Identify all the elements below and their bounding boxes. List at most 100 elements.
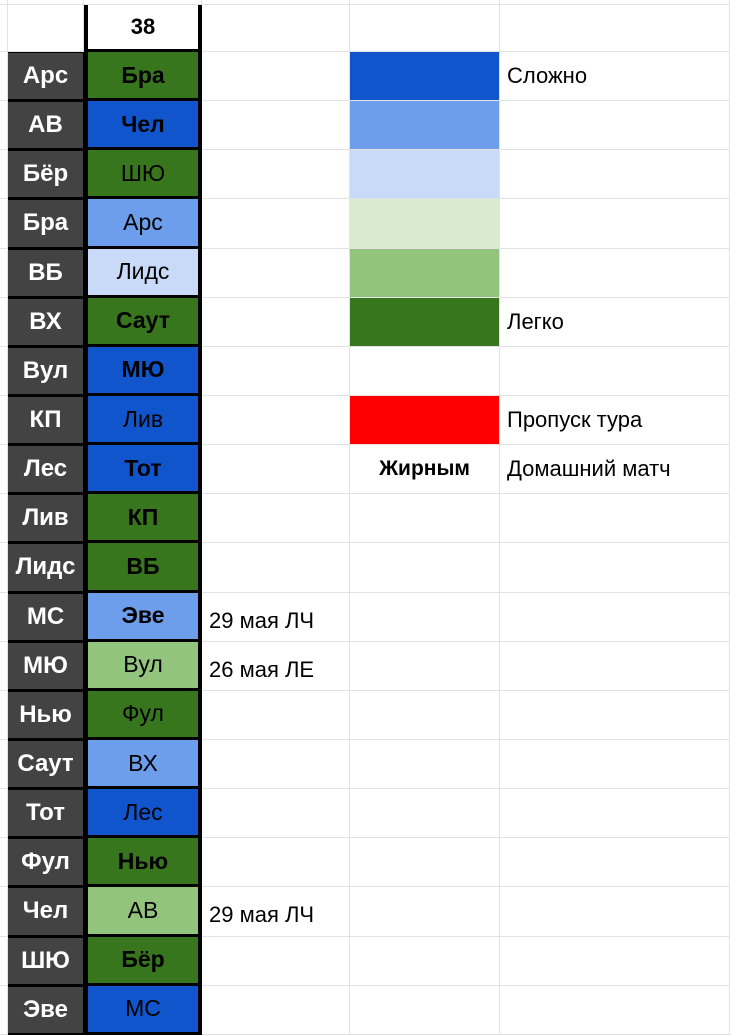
opponent-cell[interactable]: Бёр bbox=[84, 936, 202, 986]
grid-cell[interactable] bbox=[350, 838, 500, 888]
grid-cell[interactable] bbox=[0, 5, 8, 52]
grid-cell[interactable] bbox=[8, 5, 84, 52]
opponent-cell[interactable]: ШЮ bbox=[84, 150, 202, 200]
legend-color-swatch[interactable] bbox=[350, 52, 500, 102]
team-cell[interactable]: Бёр bbox=[8, 150, 84, 200]
grid-cell[interactable] bbox=[8, 0, 84, 5]
grid-cell[interactable] bbox=[500, 739, 730, 790]
team-cell[interactable]: Саут bbox=[8, 739, 84, 790]
grid-cell[interactable] bbox=[0, 445, 8, 495]
opponent-cell[interactable]: Лидс bbox=[84, 248, 202, 298]
note-cell[interactable] bbox=[202, 985, 350, 1035]
opponent-cell[interactable]: Фул bbox=[84, 690, 202, 740]
grid-cell[interactable] bbox=[0, 52, 8, 102]
grid-cell[interactable] bbox=[350, 346, 500, 396]
opponent-cell[interactable]: МС bbox=[84, 985, 202, 1035]
note-cell[interactable] bbox=[202, 248, 350, 298]
team-cell[interactable]: ВБ bbox=[8, 248, 84, 298]
note-cell[interactable] bbox=[202, 739, 350, 790]
grid-cell[interactable] bbox=[84, 0, 202, 5]
grid-cell[interactable] bbox=[0, 0, 8, 5]
opponent-cell[interactable]: АВ bbox=[84, 887, 202, 937]
legend-color-swatch[interactable] bbox=[350, 248, 500, 298]
legend-color-swatch[interactable] bbox=[350, 150, 500, 200]
grid-cell[interactable] bbox=[500, 5, 730, 52]
opponent-cell[interactable]: Лив bbox=[84, 395, 202, 446]
grid-cell[interactable] bbox=[0, 494, 8, 544]
team-cell[interactable]: ШЮ bbox=[8, 936, 84, 986]
team-cell[interactable]: Лес bbox=[8, 445, 84, 495]
grid-cell[interactable] bbox=[350, 789, 500, 839]
team-cell[interactable]: Нью bbox=[8, 690, 84, 740]
grid-cell[interactable] bbox=[0, 150, 8, 200]
team-cell[interactable]: Бра bbox=[8, 199, 84, 249]
grid-cell[interactable] bbox=[350, 936, 500, 986]
grid-cell[interactable] bbox=[202, 5, 350, 52]
grid-cell[interactable] bbox=[500, 592, 730, 642]
legend-label[interactable] bbox=[500, 248, 730, 298]
note-cell[interactable] bbox=[202, 543, 350, 593]
grid-cell[interactable] bbox=[350, 887, 500, 937]
note-cell[interactable] bbox=[202, 690, 350, 740]
legend-label[interactable]: Домашний матч bbox=[500, 445, 730, 495]
grid-cell[interactable] bbox=[350, 0, 500, 5]
grid-cell[interactable] bbox=[500, 887, 730, 937]
note-cell[interactable] bbox=[202, 494, 350, 544]
grid-cell[interactable] bbox=[0, 690, 8, 740]
note-cell[interactable]: 29 мая ЛЧ bbox=[202, 887, 350, 937]
team-cell[interactable]: Арс bbox=[8, 52, 84, 102]
round-header[interactable]: 38 bbox=[84, 5, 202, 52]
legend-color-swatch[interactable] bbox=[350, 395, 500, 446]
team-cell[interactable]: Лидс bbox=[8, 543, 84, 593]
grid-cell[interactable] bbox=[500, 838, 730, 888]
opponent-cell[interactable]: Вул bbox=[84, 641, 202, 691]
grid-cell[interactable] bbox=[350, 592, 500, 642]
opponent-cell[interactable]: ВБ bbox=[84, 543, 202, 593]
team-cell[interactable]: Чел bbox=[8, 887, 84, 937]
grid-cell[interactable] bbox=[350, 641, 500, 691]
legend-color-swatch[interactable] bbox=[350, 199, 500, 249]
team-cell[interactable]: МЮ bbox=[8, 641, 84, 691]
grid-cell[interactable] bbox=[0, 248, 8, 298]
opponent-cell[interactable]: Саут bbox=[84, 297, 202, 347]
opponent-cell[interactable]: Нью bbox=[84, 838, 202, 888]
legend-bold-sample[interactable]: Жирным bbox=[350, 445, 500, 495]
grid-cell[interactable] bbox=[500, 690, 730, 740]
grid-cell[interactable] bbox=[350, 690, 500, 740]
note-cell[interactable] bbox=[202, 52, 350, 102]
grid-cell[interactable] bbox=[0, 199, 8, 249]
grid-cell[interactable] bbox=[500, 641, 730, 691]
note-cell[interactable] bbox=[202, 101, 350, 151]
grid-cell[interactable] bbox=[500, 789, 730, 839]
grid-cell[interactable] bbox=[0, 346, 8, 396]
grid-cell[interactable] bbox=[0, 739, 8, 790]
team-cell[interactable]: Эве bbox=[8, 985, 84, 1035]
legend-label[interactable] bbox=[500, 199, 730, 249]
note-cell[interactable] bbox=[202, 789, 350, 839]
grid-cell[interactable] bbox=[350, 985, 500, 1035]
team-cell[interactable]: Тот bbox=[8, 789, 84, 839]
grid-cell[interactable] bbox=[350, 5, 500, 52]
note-cell[interactable] bbox=[202, 445, 350, 495]
team-cell[interactable]: ВХ bbox=[8, 297, 84, 347]
note-cell[interactable] bbox=[202, 199, 350, 249]
team-cell[interactable]: АВ bbox=[8, 101, 84, 151]
legend-color-swatch[interactable] bbox=[350, 297, 500, 347]
opponent-cell[interactable]: Арс bbox=[84, 199, 202, 249]
legend-color-swatch[interactable] bbox=[350, 101, 500, 151]
opponent-cell[interactable]: Бра bbox=[84, 52, 202, 102]
note-cell[interactable]: 26 мая ЛЕ bbox=[202, 641, 350, 691]
opponent-cell[interactable]: Эве bbox=[84, 592, 202, 642]
grid-cell[interactable] bbox=[350, 739, 500, 790]
grid-cell[interactable] bbox=[0, 592, 8, 642]
legend-label[interactable] bbox=[500, 150, 730, 200]
opponent-cell[interactable]: МЮ bbox=[84, 346, 202, 396]
opponent-cell[interactable]: ВХ bbox=[84, 739, 202, 790]
note-cell[interactable] bbox=[202, 838, 350, 888]
grid-cell[interactable] bbox=[350, 543, 500, 593]
team-cell[interactable]: МС bbox=[8, 592, 84, 642]
note-cell[interactable]: 29 мая ЛЧ bbox=[202, 592, 350, 642]
grid-cell[interactable] bbox=[0, 297, 8, 347]
grid-cell[interactable] bbox=[0, 838, 8, 888]
grid-cell[interactable] bbox=[0, 395, 8, 446]
